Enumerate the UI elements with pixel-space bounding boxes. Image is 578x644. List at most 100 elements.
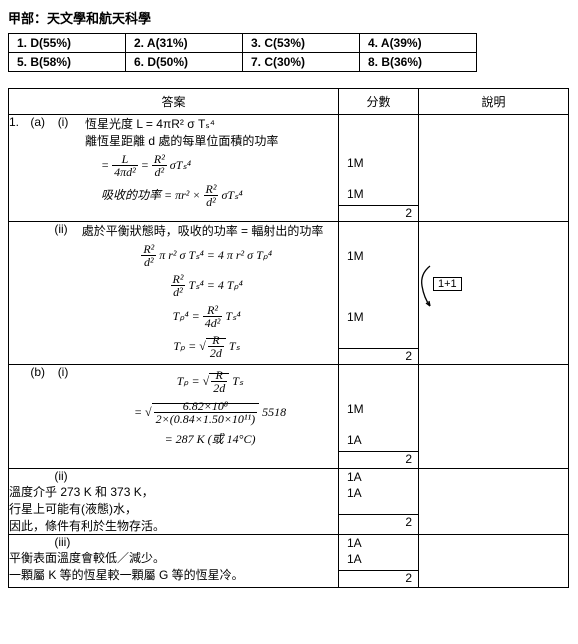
part-label: (b) [30,365,54,379]
den: d² [204,196,219,209]
den: d² [141,256,156,269]
sym: 5518 [262,404,286,418]
answer-cell: (ii) 溫度介乎 273 K 和 373 K， 行星上可能有(液態)水， 因此… [9,468,339,534]
part-label: (a) [30,115,54,129]
den: 4d² [203,317,223,330]
note-text: 1+1 [438,278,457,290]
text-line: 恆星光度 L = 4πR² σ Tₛ⁴ [85,115,335,132]
sym: σTₛ⁴ [170,158,191,172]
mark: 1M [339,248,418,265]
table-row: 1. D(55%) 2. A(31%) 3. C(53%) 4. A(39%) [9,34,477,53]
mark: 1A [339,551,418,568]
answer-cell: (ii) 處於平衡狀態時，吸收的功率 = 輻射出的功率 R²d² π r² σ … [9,222,339,365]
den: 4πd² [112,166,138,179]
q-number: 1. [9,115,27,129]
answer-cell: 1. (a) (i) 恆星光度 L = 4πR² σ Tₛ⁴ 離恆星距離 d 處… [9,115,339,222]
sym: = [141,158,149,172]
text-line: 離恆星距離 d 處的每單位面積的功率 [85,132,335,149]
marks-cell: 1M 1A 2 [339,365,419,468]
den: d² [171,286,186,299]
formula: Tₚ = √R2d Tₛ [82,334,332,360]
explain-cell [419,534,569,587]
marks-cell: 1M 1M 2 [339,222,419,365]
content-block: 溫度介乎 273 K 和 373 K， 行星上可能有(液態)水， 因此，條件有利… [9,483,289,534]
sym: Tₛ⁴ [225,308,240,322]
num: R [208,334,224,347]
sym: Tₚ = [177,374,203,388]
mark: 1A [339,469,418,486]
mc-answer-table: 1. D(55%) 2. A(31%) 3. C(53%) 4. A(39%) … [8,33,477,72]
subpart-label: (i) [58,115,82,129]
mark: 1M [339,186,418,203]
marks-cell: 1A 1A 2 [339,534,419,587]
mc-cell: 2. A(31%) [126,34,243,53]
sym: Tₚ = [173,339,199,353]
formula: = 287 K (或 14°C) [85,430,335,447]
sym: Tₛ⁴ = 4 Tₚ⁴ [188,278,242,292]
answer-cell: (iii) 平衡表面溫度會較低／減少。 一顆屬 K 等的恆星較一顆屬 G 等的恆… [9,534,339,587]
text-line: 平衡表面溫度會較低／減少。 [9,549,289,566]
table-row: (iii) 平衡表面溫度會較低／減少。 一顆屬 K 等的恆星較一顆屬 G 等的恆… [9,534,569,587]
mark-total: 2 [339,451,418,468]
den: 2d [208,347,224,360]
marks-cell: 1A 1A 2 [339,468,419,534]
mc-cell: 3. C(53%) [243,34,360,53]
sym: Tₛ [232,374,243,388]
header-explain: 說明 [419,89,569,115]
bracket-note: 1+1 [433,277,462,291]
formula: Tₚ⁴ = R²4d² Tₛ⁴ [82,304,332,330]
den: d² [152,166,167,179]
subpart-label: (iii) [54,535,78,549]
mark: 1A [339,535,418,552]
text-line: 行星上可能有(液態)水， [9,500,289,517]
mark-total: 2 [339,570,418,587]
content-block: 處於平衡狀態時，吸收的功率 = 輻射出的功率 R²d² π r² σ Tₛ⁴ =… [82,222,332,364]
mark: 1M [339,155,418,172]
sym: π r² σ Tₛ⁴ = 4 π r² σ Tₚ⁴ [159,248,272,262]
header-answer: 答案 [9,89,339,115]
sym: Tₚ⁴ = [173,308,200,322]
explain-cell [419,365,569,468]
content-block: 恆星光度 L = 4πR² σ Tₛ⁴ 離恆星距離 d 處的每單位面積的功率 =… [85,115,335,213]
text-line: 因此，條件有利於生物存活。 [9,517,289,534]
formula: Tₚ = √R2d Tₛ [85,369,335,395]
explain-cell [419,468,569,534]
mark-total: 2 [339,348,418,365]
content-block: Tₚ = √R2d Tₛ = √6.82×10⁸2×(0.84×1.50×10¹… [85,365,335,450]
header-marks: 分數 [339,89,419,115]
mc-cell: 4. A(39%) [360,34,477,53]
table-row: 5. B(58%) 6. D(50%) 7. C(30%) 8. B(36%) [9,53,477,72]
arrow-icon [416,264,434,310]
text-line: 處於平衡狀態時，吸收的功率 = 輻射出的功率 [82,222,332,239]
den: 2d [211,382,227,395]
table-row: (ii) 溫度介乎 273 K 和 373 K， 行星上可能有(液態)水， 因此… [9,468,569,534]
formula: R²d² π r² σ Tₛ⁴ = 4 π r² σ Tₚ⁴ [82,243,332,269]
mark-total: 2 [339,514,418,531]
formula: = L4πd² = R²d² σTₛ⁴ [101,153,335,179]
text-line: 一顆屬 K 等的恆星較一顆屬 G 等的恆星冷。 [9,566,289,583]
mc-cell: 8. B(36%) [360,53,477,72]
formula: R²d² Tₛ⁴ = 4 Tₚ⁴ [82,273,332,299]
mc-cell: 6. D(50%) [126,53,243,72]
mark: 1A [339,485,418,502]
subpart-label: (i) [58,365,82,379]
mark-total: 2 [339,205,418,222]
content-block: 平衡表面溫度會較低／減少。 一顆屬 K 等的恆星較一顆屬 G 等的恆星冷。 [9,549,289,583]
sym: σTₛ⁴ [221,188,242,202]
mc-cell: 1. D(55%) [9,34,126,53]
explain-cell [419,115,569,222]
section-title: 甲部：天文學和航天科學 [8,8,570,27]
mark: 1M [339,401,418,418]
formula: 吸收的功率 = πr² × R²d² σTₛ⁴ [101,183,335,209]
table-row: 1. (a) (i) 恆星光度 L = 4πR² σ Tₛ⁴ 離恆星距離 d 處… [9,115,569,222]
den: 2×(0.84×1.50×10¹¹) [154,413,257,426]
marks-cell: 1M 1M 2 [339,115,419,222]
sym: Tₛ [229,339,240,353]
table-row: (ii) 處於平衡狀態時，吸收的功率 = 輻射出的功率 R²d² π r² σ … [9,222,569,365]
mark: 1M [339,309,418,326]
explain-cell: 1+1 [419,222,569,365]
sym: 吸收的功率 = πr² × [101,188,200,202]
formula: = √6.82×10⁸2×(0.84×1.50×10¹¹) 5518 [85,400,335,426]
answer-cell: (b) (i) Tₚ = √R2d Tₛ = √6.82×10⁸2×(0.84×… [9,365,339,468]
text-line: 溫度介乎 273 K 和 373 K， [9,483,289,500]
